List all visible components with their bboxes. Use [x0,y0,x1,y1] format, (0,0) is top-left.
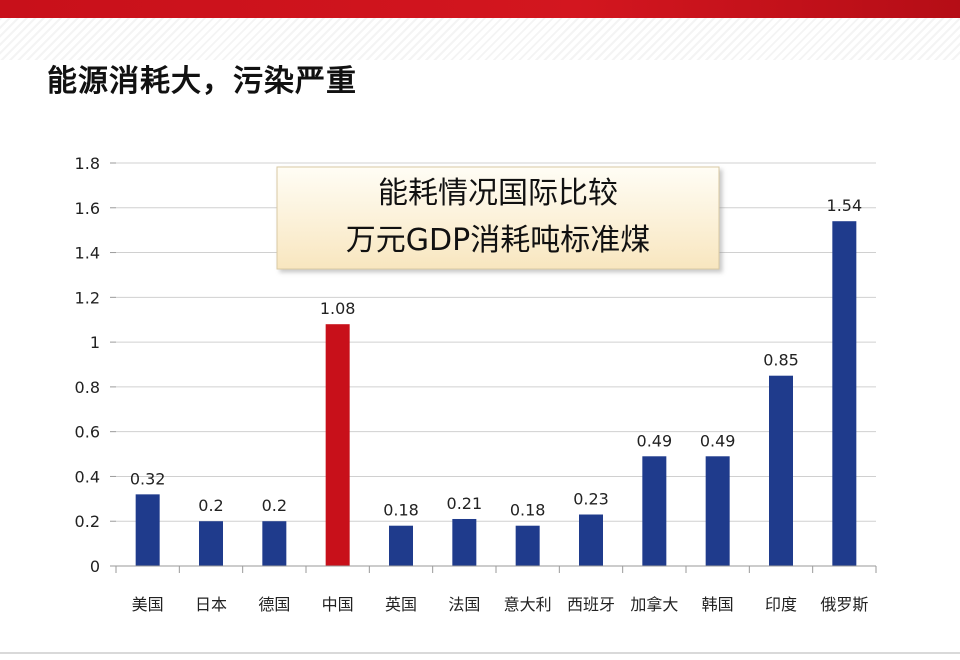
x-tick-label: 美国 [132,595,164,614]
data-label: 0.49 [700,431,736,450]
x-tick-label: 西班牙 [567,595,615,614]
x-tick-label: 韩国 [702,595,734,614]
x-tick-label: 日本 [195,595,227,614]
x-tick-label: 俄罗斯 [820,595,868,614]
callout-line-1: 能耗情况国际比较 [378,176,618,211]
bar-10 [769,375,793,566]
data-label: 0.2 [262,496,287,515]
bar-3 [325,324,350,566]
bars [135,221,857,566]
y-tick-label: 1.4 [75,244,100,263]
data-label: 0.32 [130,469,166,488]
y-tick-label: 0.4 [75,467,100,486]
bar-1 [199,521,223,566]
data-labels: 0.32 0.2 0.2 1.08 0.18 0.21 0.18 0.23 0.49 0.49 0.… [130,196,862,519]
header-stripe-pattern [0,18,960,60]
bar-8 [642,456,667,566]
y-tick-label: 0.8 [75,378,100,397]
data-label: 0.85 [763,351,799,370]
chart-callout-box: 能耗情况国际比较 万元GDP消耗吨标准煤 [276,166,720,270]
data-label: 1.54 [827,196,863,215]
y-tick-label: 1.6 [75,199,100,218]
x-tick-label: 德国 [258,595,290,614]
data-label: 0.49 [637,431,673,450]
bar-5 [452,518,477,566]
bar-9 [705,456,730,566]
x-tick-label: 加拿大 [630,595,678,614]
bar-6 [515,525,540,566]
callout-background [276,166,720,270]
y-tick-label: 1.8 [75,154,100,173]
bar-2 [262,521,287,566]
page-title: 能源消耗大，污染严重 [47,64,357,99]
y-tick-label: 1 [90,333,100,352]
footer-divider [0,652,960,654]
callout-line-2: 万元GDP消耗吨标准煤 [346,223,650,258]
x-tick-label: 中国 [322,595,354,614]
header-red-band [0,0,960,18]
data-label: 0.2 [198,496,223,515]
bar-11 [832,221,857,566]
y-tick-label: 1.2 [75,288,100,307]
x-tick-label: 法国 [448,595,480,614]
data-label: 0.18 [383,501,419,520]
bar-0 [135,494,160,566]
y-tick-label: 0.2 [75,512,100,531]
y-axis-ticks: 0 0.2 0.4 0.6 0.8 1 1.2 1.4 1.6 1.8 [75,154,116,576]
bar-7 [579,514,603,566]
x-tick-label: 印度 [765,595,797,614]
y-tick-label: 0 [90,557,100,576]
grid-lines [116,162,876,522]
x-axis-ticks: 美国 日本 德国 中国 英国 法国 意大利 西班牙 加拿大 韩国 印度 俄罗斯 [115,566,877,614]
bar-4 [389,525,413,566]
data-label: 0.21 [447,494,483,513]
y-tick-label: 0.6 [75,423,100,442]
x-tick-label: 英国 [385,595,417,614]
data-label: 1.08 [320,299,356,318]
data-label: 0.23 [573,490,609,509]
data-label: 0.18 [510,501,546,520]
x-tick-label: 意大利 [504,595,552,614]
